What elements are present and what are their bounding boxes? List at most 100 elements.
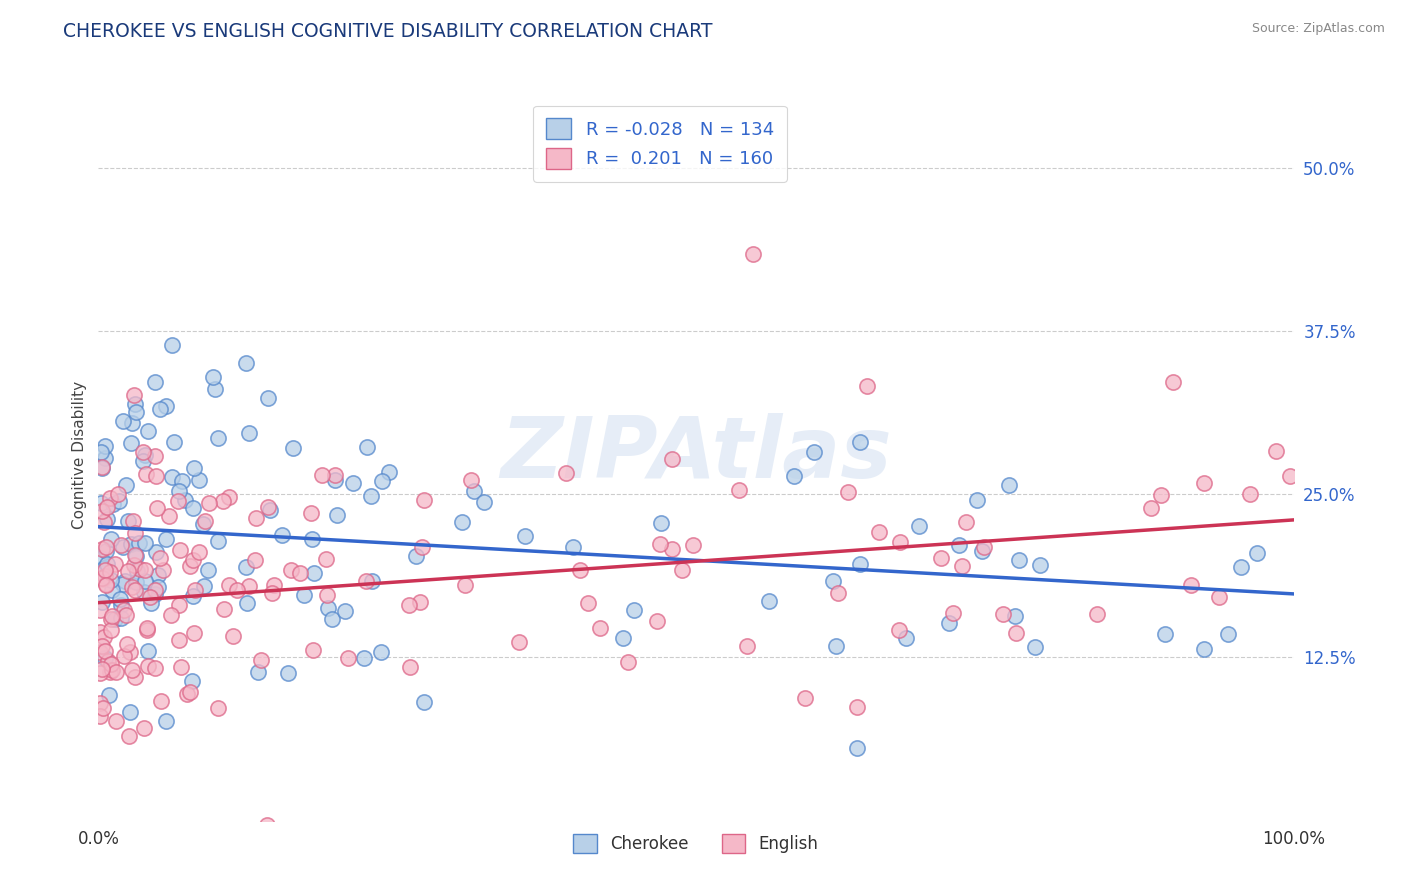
Point [315,552,337,566]
Point [515,529,537,543]
Point [122,558,145,572]
Point [1264,443,1286,458]
Point [249,653,271,667]
Point [193,579,215,593]
Point [1005,626,1028,640]
Point [174,493,197,508]
Point [645,615,668,629]
Point [187,473,209,487]
Point [825,639,848,653]
Point [735,639,758,653]
Point [454,577,477,591]
Point [120,645,142,659]
Point [94,544,117,558]
Point [110,591,132,606]
Point [120,827,142,841]
Point [302,566,325,581]
Point [207,701,229,715]
Point [94,439,117,453]
Point [96,500,118,514]
Point [197,563,219,577]
Point [89,708,111,723]
Point [121,580,143,594]
Point [143,661,166,675]
Point [90,566,112,581]
Point [970,544,993,558]
Point [110,611,132,625]
Point [94,569,117,583]
Point [136,644,159,658]
Point [111,577,134,591]
Point [371,474,394,488]
Point [378,465,401,479]
Point [263,577,285,591]
Point [1246,546,1268,560]
Point [100,532,122,546]
Point [336,651,359,665]
Point [207,431,229,445]
Point [148,402,170,417]
Point [728,483,751,497]
Point [821,574,844,588]
Point [661,451,683,466]
Point [93,561,115,575]
Point [90,496,112,510]
Point [136,424,159,438]
Point [112,603,135,617]
Point [245,511,267,525]
Point [118,729,141,743]
Point [101,496,124,510]
Point [108,493,131,508]
Point [889,535,911,549]
Text: ZIPAtlas: ZIPAtlas [501,413,891,497]
Point [955,515,977,529]
Point [145,545,167,559]
Point [868,525,890,540]
Point [124,583,146,598]
Point [197,495,219,509]
Point [561,540,583,554]
Point [100,623,122,637]
Point [948,538,970,552]
Point [91,701,114,715]
Point [259,503,281,517]
Point [576,596,599,610]
Point [238,426,260,441]
Point [408,595,430,609]
Point [98,491,121,505]
Point [612,631,634,645]
Point [292,588,315,602]
Point [183,461,205,475]
Point [143,450,166,464]
Point [353,651,375,665]
Point [129,562,152,576]
Point [145,469,167,483]
Point [399,660,422,674]
Point [412,696,434,710]
Point [89,603,111,617]
Point [124,396,146,410]
Point [110,598,132,612]
Point [135,467,157,481]
Point [110,538,132,552]
Point [1239,486,1261,500]
Point [316,601,339,615]
Point [290,566,312,581]
Point [146,580,169,594]
Point [1192,641,1215,656]
Point [98,665,121,679]
Point [160,608,183,623]
Point [134,536,156,550]
Point [101,663,124,677]
Point [894,631,917,645]
Point [89,696,111,710]
Point [1161,375,1184,389]
Point [124,549,146,563]
Point [907,519,929,533]
Point [973,540,995,554]
Point [1154,626,1177,640]
Point [97,654,120,668]
Point [176,687,198,701]
Point [94,578,117,592]
Point [793,691,815,706]
